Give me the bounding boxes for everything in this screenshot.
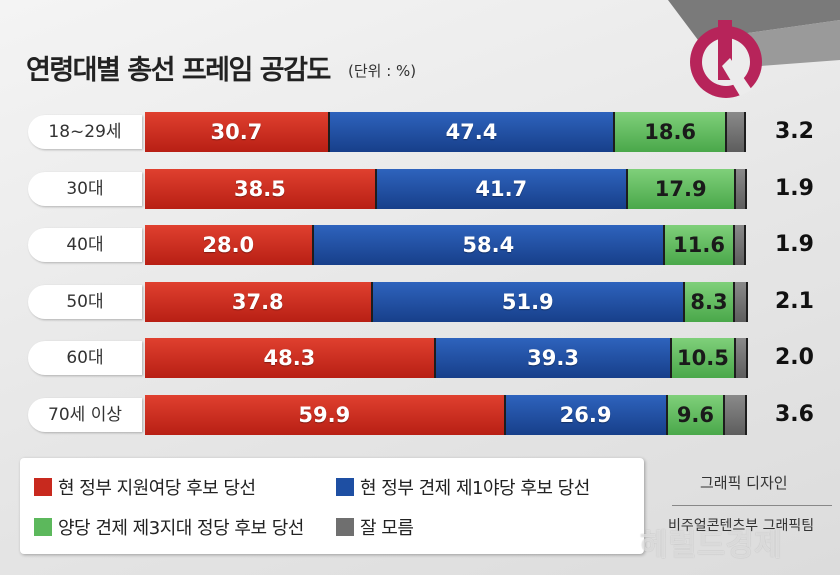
bar-segment-blue: 47.4: [329, 112, 616, 152]
data-label: 28.0: [202, 233, 255, 257]
bar-row: 28.0 58.4 11.6: [145, 225, 769, 265]
bar-segment-green: 11.6: [665, 225, 735, 265]
bar-segment-green: 17.9: [627, 168, 736, 209]
data-label: 41.7: [475, 176, 528, 201]
bar-segment-gray: [734, 225, 747, 265]
data-label: 38.5: [233, 176, 286, 201]
bar-segment-green: 10.5: [672, 338, 736, 378]
legend-swatch-gray: [336, 518, 354, 536]
category-label: 70세 이상: [28, 397, 142, 432]
bar-row: 59.9 26.9 9.6: [145, 394, 769, 435]
legend-swatch-red: [34, 478, 52, 496]
watermark: 헤럴드경제: [640, 528, 783, 563]
legend-item-unknown: 잘 모름: [336, 514, 414, 540]
unknown-value-label: 1.9: [775, 175, 814, 201]
unknown-value-label: 2.1: [775, 288, 814, 314]
data-label: 48.3: [263, 346, 316, 370]
bar-segment-blue: 41.7: [376, 168, 628, 209]
bar-segment-blue: 51.9: [372, 281, 685, 322]
data-label: 18.6: [644, 120, 697, 144]
data-label: 47.4: [445, 120, 498, 144]
bar-segment-green: 8.3: [684, 281, 735, 322]
bar-row: 30.7 47.4 18.6: [145, 112, 769, 152]
bar-segment-red: 48.3: [145, 338, 436, 378]
bar-row: 38.5 41.7 17.9: [145, 168, 769, 209]
legend-item-ruling: 현 정부 지원여당 후보 당선: [34, 474, 256, 500]
bar-segment-red: 37.8: [145, 281, 373, 322]
legend-swatch-green: [34, 518, 52, 536]
chart-title: 연령대별 총선 프레임 공감도: [26, 55, 331, 86]
category-label: 18~29세: [28, 115, 142, 149]
data-label: 59.9: [298, 402, 351, 427]
data-label: 8.3: [690, 289, 728, 314]
bar-segment-gray: [727, 112, 747, 152]
bar-segment-blue: 26.9: [505, 394, 668, 435]
legend: 현 정부 지원여당 후보 당선 현 정부 견제 제1야당 후보 당선 양당 견제…: [20, 458, 644, 554]
unknown-value-label: 1.9: [775, 232, 814, 257]
data-label: 9.6: [676, 402, 715, 427]
data-label: 37.8: [231, 289, 284, 314]
bar-segment-blue: 58.4: [313, 225, 666, 265]
data-label: 11.6: [673, 233, 725, 257]
data-label: 39.3: [527, 346, 579, 370]
unknown-value-label: 3.2: [775, 119, 814, 144]
category-label: 60대: [28, 341, 142, 375]
data-label: 10.5: [677, 346, 729, 370]
credit-line1: 그래픽 디자인: [700, 474, 788, 492]
unknown-value-label: 2.0: [775, 345, 814, 370]
legend-swatch-blue: [336, 478, 354, 496]
bar-segment-green: 18.6: [615, 112, 728, 152]
data-label: 58.4: [462, 233, 515, 257]
bar-segment-red: 59.9: [145, 394, 506, 435]
bar-segment-gray: [735, 168, 747, 209]
ballot-logo-icon: [668, 0, 840, 98]
legend-label: 잘 모름: [360, 518, 414, 539]
data-label: 30.7: [210, 120, 263, 144]
credit-line2: 비주얼콘텐츠부 그래픽팀: [668, 518, 815, 534]
category-label: 50대: [28, 284, 142, 319]
bar-segment-red: 30.7: [145, 112, 330, 152]
bar-segment-gray: [725, 394, 747, 435]
legend-label: 양당 견제 제3지대 정당 후보 당선: [58, 518, 304, 539]
legend-label: 현 정부 지원여당 후보 당선: [58, 478, 256, 499]
data-label: 17.9: [654, 176, 707, 201]
category-label: 30대: [28, 171, 142, 206]
data-label: 51.9: [501, 289, 554, 314]
data-label: 26.9: [559, 402, 612, 427]
bar-segment-red: 38.5: [145, 168, 377, 209]
bar-segment-green: 9.6: [667, 394, 726, 435]
legend-item-third: 양당 견제 제3지대 정당 후보 당선: [34, 514, 304, 540]
bar-segment-blue: 39.3: [435, 338, 673, 378]
bar-row: 37.8 51.9 8.3: [145, 281, 769, 322]
unknown-value-label: 3.6: [775, 401, 814, 427]
credit-divider: [672, 505, 832, 506]
bar-segment-red: 28.0: [145, 225, 314, 265]
legend-label: 현 정부 견제 제1야당 후보 당선: [360, 478, 590, 499]
bar-row: 48.3 39.3 10.5: [145, 338, 769, 378]
legend-item-opposition: 현 정부 견제 제1야당 후보 당선: [336, 474, 590, 500]
bar-segment-gray: [735, 338, 748, 378]
unit-label: (단위 : %): [348, 62, 417, 80]
bar-segment-gray: [734, 281, 748, 322]
category-label: 40대: [28, 228, 142, 262]
